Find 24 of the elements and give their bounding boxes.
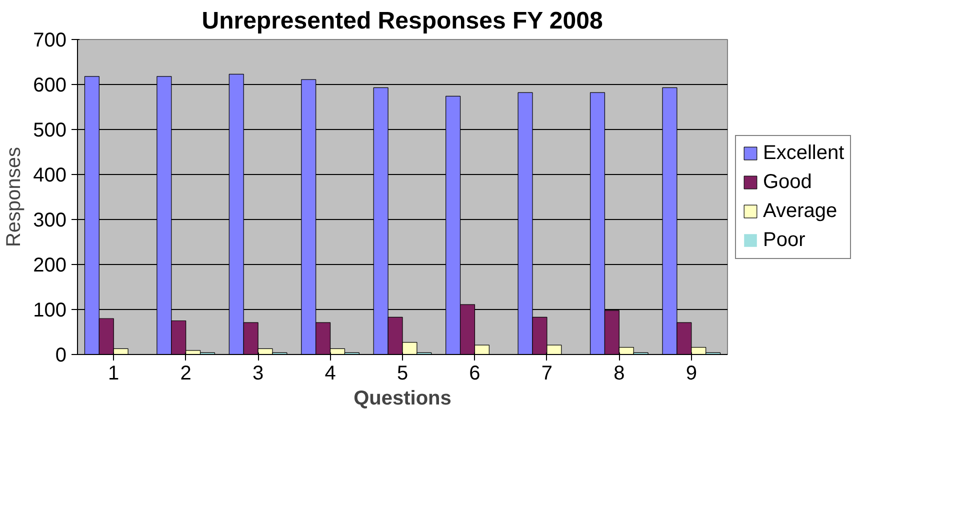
x-tick-label: 1 [108, 362, 120, 384]
y-tick-label: 600 [33, 74, 67, 96]
y-tick-label: 400 [33, 164, 67, 186]
x-tick-label: 3 [252, 362, 264, 384]
legend-label: Average [763, 200, 838, 222]
y-axis-title: Responses [3, 146, 26, 248]
chart-title: Unrepresented Responses FY 2008 [202, 8, 603, 34]
y-tick-label: 200 [33, 254, 67, 276]
legend-label: Good [763, 170, 812, 194]
x-tick-label: 2 [180, 362, 192, 384]
legend-label: Poor [763, 228, 806, 252]
x-axis-title: Questions [354, 388, 452, 410]
x-tick-label: 9 [686, 362, 697, 384]
x-tick-label: 5 [396, 362, 408, 384]
y-tick-label: 700 [33, 30, 67, 52]
x-tick-label: 8 [614, 362, 625, 384]
y-tick-label: 500 [33, 120, 67, 142]
x-tick-label: 4 [324, 362, 336, 384]
legend-label: Excellent [763, 142, 844, 164]
x-tick-label: 7 [541, 362, 553, 384]
y-tick-label: 300 [33, 210, 67, 232]
x-tick-label: 6 [469, 362, 480, 384]
y-tick-label: 0 [55, 344, 66, 366]
y-tick-label: 100 [33, 300, 67, 322]
